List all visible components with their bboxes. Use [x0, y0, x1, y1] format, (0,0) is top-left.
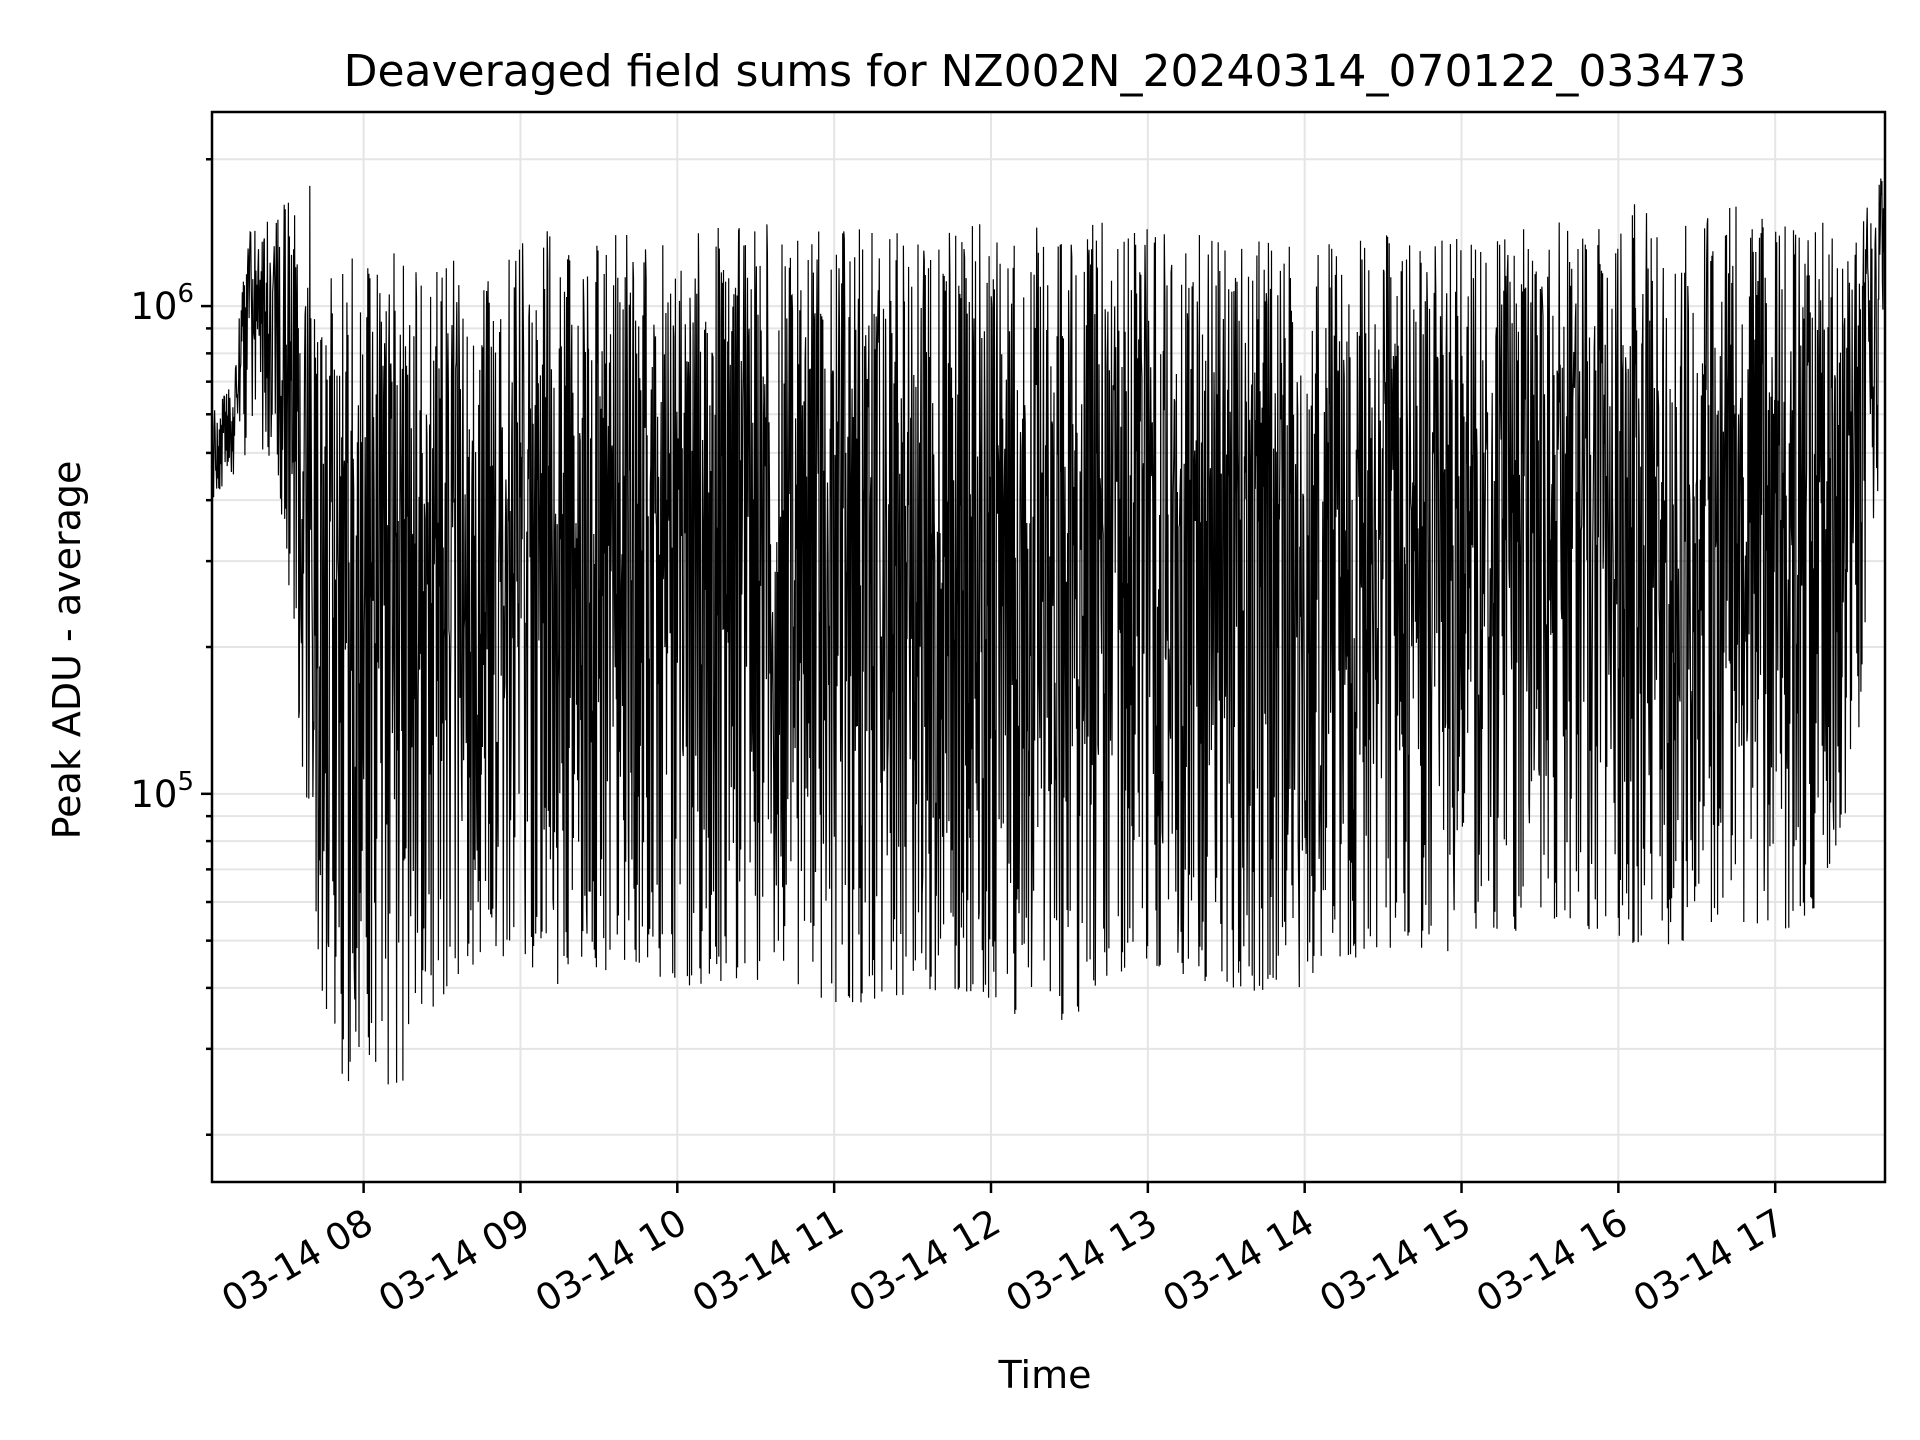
x-tick-label: 03-14 09	[371, 1201, 537, 1321]
x-tick-label: 03-14 15	[1312, 1201, 1478, 1321]
x-tick-label: 03-14 11	[685, 1201, 851, 1321]
x-tick-label: 03-14 10	[528, 1201, 694, 1321]
grid	[212, 112, 1885, 1182]
y-tick-label: 105	[130, 767, 194, 816]
chart-title: Deaveraged field sums for NZ002N_2024031…	[344, 46, 1747, 97]
data-series-line	[211, 173, 1886, 1085]
x-tick-label: 03-14 12	[842, 1201, 1008, 1321]
y-tick-label: 106	[130, 279, 194, 328]
x-tick-label: 03-14 08	[215, 1201, 381, 1321]
x-tick-label: 03-14 17	[1626, 1201, 1792, 1321]
y-axis-label: Peak ADU - average	[45, 461, 89, 840]
x-axis-label: Time	[998, 1353, 1092, 1397]
plot-area	[211, 173, 1886, 1085]
x-tick-label: 03-14 16	[1469, 1201, 1635, 1321]
x-tick-label: 03-14 14	[1156, 1201, 1322, 1321]
x-tick-label: 03-14 13	[999, 1201, 1165, 1321]
